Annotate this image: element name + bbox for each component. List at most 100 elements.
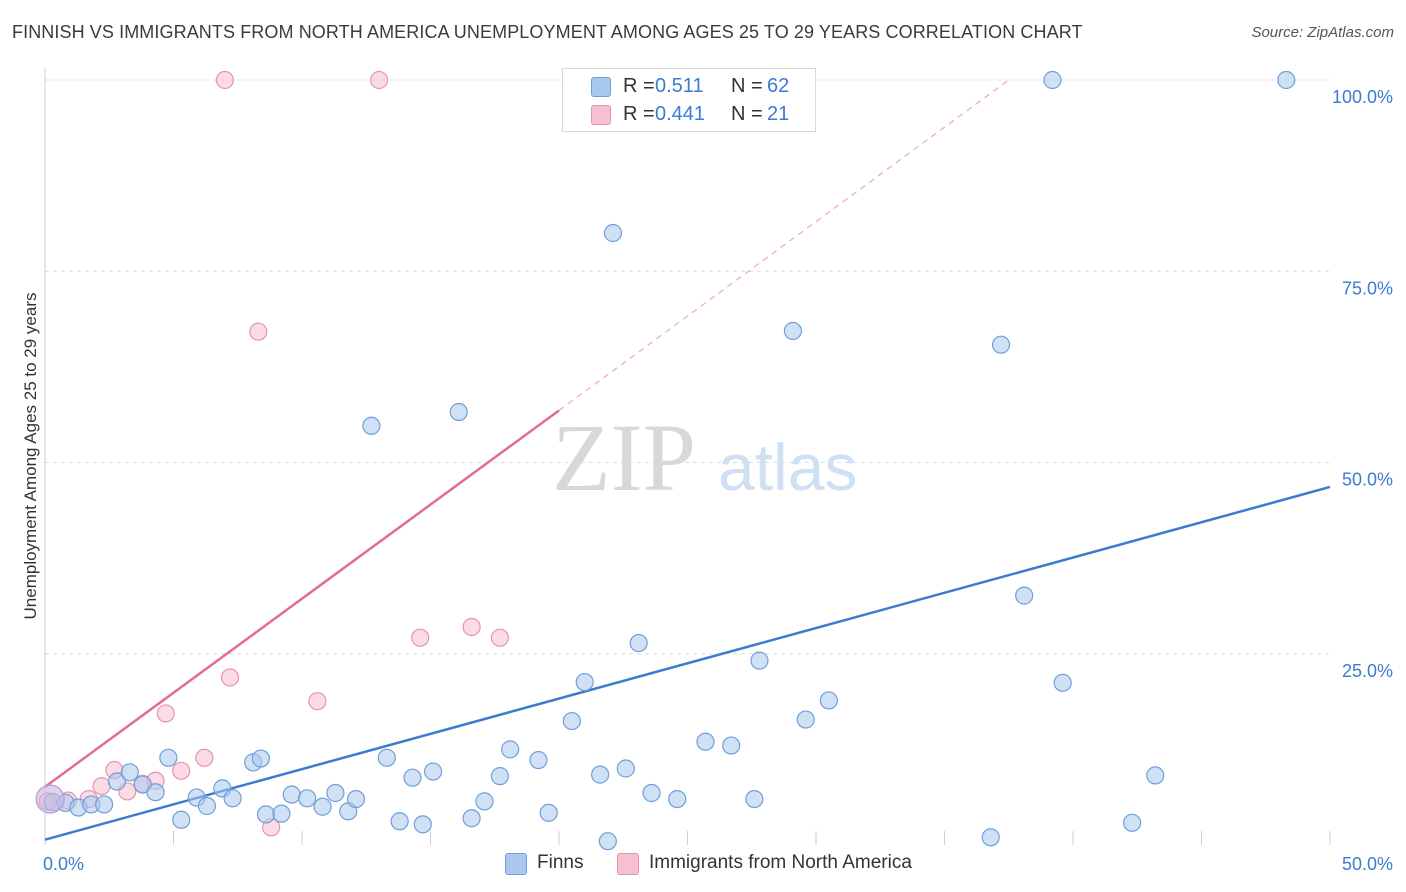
point-finns [282, 785, 301, 804]
y-axis-label: Unemployment Among Ages 25 to 29 years [21, 293, 40, 620]
point-finns [95, 795, 114, 814]
point-finns [642, 783, 661, 803]
watermark-atlas: atlas [718, 430, 857, 504]
point-finns [629, 633, 648, 653]
point-immigrants [220, 668, 240, 687]
point-immigrants [411, 628, 430, 647]
point-finns [796, 710, 815, 729]
point-finns [449, 402, 468, 422]
point-finns [298, 789, 317, 808]
point-immigrants [308, 692, 327, 711]
point-immigrants [195, 748, 214, 767]
point-finns [251, 749, 270, 768]
legend-n-value: 21 [767, 103, 790, 125]
point-finns [745, 789, 764, 809]
series-label-finns: Finns [537, 852, 584, 873]
x-tick-label: 0.0% [43, 854, 84, 874]
chart-title: FINNISH VS IMMIGRANTS FROM NORTH AMERICA… [12, 22, 1083, 42]
point-finns [197, 796, 217, 816]
legend-swatch-immigrants [591, 105, 611, 125]
legend-r-label: R = [623, 75, 655, 97]
point-finns [1123, 813, 1142, 832]
series-swatch-immigrants [617, 853, 639, 875]
y-tick-label: 75.0% [1342, 278, 1393, 298]
point-finns [159, 748, 178, 767]
trend-line-0 [44, 485, 1331, 841]
point-finns [413, 815, 432, 834]
point-finns [616, 759, 635, 778]
point-finns [462, 809, 481, 828]
point-finns [722, 736, 741, 755]
point-finns [819, 691, 838, 710]
point-immigrants [462, 617, 481, 637]
point-finns [1277, 70, 1296, 90]
point-immigrants [490, 628, 509, 647]
tick-labels: 25.0% 50.0% 75.0% 100.0% 0.0% 50.0% [43, 87, 1393, 874]
point-finns [562, 711, 581, 731]
point-finns [390, 812, 409, 831]
point-finns [346, 789, 366, 809]
point-finns [783, 321, 802, 341]
point-finns [750, 651, 769, 670]
trend-extension-1 [558, 79, 1010, 411]
point-finns [403, 768, 422, 787]
point-immigrants [370, 70, 389, 90]
point-finns [1146, 766, 1165, 785]
y-tick-label: 100.0% [1332, 87, 1393, 107]
point-finns [272, 804, 291, 823]
point-finns [598, 832, 617, 851]
point-immigrants [215, 70, 234, 90]
point-finns [172, 810, 191, 829]
legend-row-finns: R = 0.511 N = 62 [563, 73, 815, 101]
legend-n-label: N = [731, 75, 763, 97]
trend-line-1 [44, 409, 560, 788]
y-tick-label: 25.0% [1342, 661, 1393, 681]
axes [44, 68, 1331, 845]
chart-source: Source: ZipAtlas.com [1251, 24, 1394, 41]
correlation-legend: R = 0.511 N = 62 R = 0.441 N = 21 [562, 68, 816, 132]
legend-r-label: R = [623, 103, 655, 125]
point-immigrants [156, 704, 175, 723]
point-finns [107, 772, 127, 791]
point-finns [490, 767, 509, 786]
point-finns [603, 223, 623, 243]
point-finns [696, 732, 715, 751]
watermark-zip: ZIP [552, 404, 696, 511]
point-finns [501, 740, 520, 759]
point-finns [981, 828, 1000, 847]
series-label-immigrants: Immigrants from North America [649, 852, 912, 873]
series-swatch-finns [505, 853, 527, 875]
legend-r-value: 0.441 [655, 103, 706, 125]
point-finns [991, 335, 1011, 354]
point-finns [423, 762, 443, 781]
data-points [35, 70, 1296, 851]
point-finns [575, 672, 594, 692]
point-immigrants [172, 761, 191, 780]
point-finns [120, 763, 139, 782]
x-tick-label: 50.0% [1342, 854, 1393, 874]
point-finns [326, 783, 345, 803]
point-finns [362, 416, 381, 435]
point-finns [539, 803, 558, 822]
point-finns [1053, 673, 1072, 692]
point-finns [591, 765, 610, 784]
point-finns [377, 748, 396, 767]
point-finns [529, 750, 548, 770]
grid-lines [45, 79, 1330, 655]
point-finns [1015, 586, 1034, 605]
point-immigrants [92, 776, 111, 796]
point-immigrants [249, 322, 268, 341]
legend-n-label: N = [731, 103, 763, 125]
point-finns [1043, 70, 1062, 90]
legend-row-immigrants: R = 0.441 N = 21 [563, 101, 815, 129]
y-tick-label: 50.0% [1342, 470, 1393, 490]
point-finns [313, 797, 332, 816]
point-finns [146, 783, 165, 802]
point-finns [223, 789, 242, 808]
legend-r-value: 0.511 [655, 75, 704, 97]
point-finns [256, 805, 276, 824]
point-cluster [35, 784, 65, 814]
point-finns [668, 789, 687, 809]
trend-lines [44, 79, 1331, 841]
